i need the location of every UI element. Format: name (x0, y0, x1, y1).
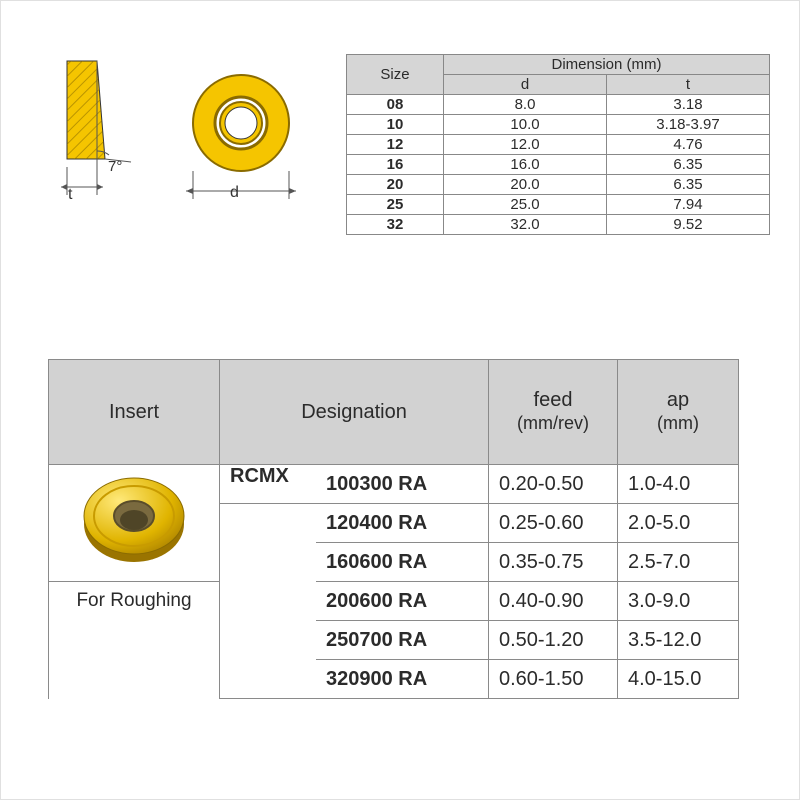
diagram-area: 7° t d (56, 51, 311, 221)
feed-cell: 0.60-1.50 (489, 660, 618, 699)
spec-table: Insert Designation feed (mm/rev) ap (mm) (48, 359, 739, 699)
ap-header: ap (mm) (618, 360, 739, 465)
side-profile-drawing (61, 59, 171, 209)
code-cell: 160600 RA (316, 543, 489, 582)
size-table-body: 088.03.18 1010.03.18-3.97 1212.04.76 161… (347, 95, 770, 235)
t-header: t (607, 75, 770, 95)
size-row: 2020.06.35 (347, 175, 770, 195)
feed-cell: 0.25-0.60 (489, 504, 618, 543)
size-row: 3232.09.52 (347, 215, 770, 235)
code-cell: 100300 RA (316, 465, 489, 504)
feed-unit: (mm/rev) (517, 413, 589, 433)
size-row: 088.03.18 (347, 95, 770, 115)
insert-icon (74, 470, 194, 570)
t-label: t (68, 186, 72, 204)
ap-cell: 2.5-7.0 (618, 543, 739, 582)
ap-cell: 3.0-9.0 (618, 582, 739, 621)
d-label: d (230, 184, 239, 202)
feed-cell: 0.40-0.90 (489, 582, 618, 621)
front-ring-drawing (186, 73, 311, 208)
feed-header: feed (mm/rev) (489, 360, 618, 465)
angle-label: 7° (108, 158, 122, 175)
insert-image-cell (49, 465, 220, 582)
size-row: 1616.06.35 (347, 155, 770, 175)
page-container: 7° t d Size Dimension (mm) (0, 0, 800, 800)
feed-header-text: feed (534, 389, 573, 411)
designation-header: Designation (220, 360, 489, 465)
spec-row: RCMX 100300 RA 0.20-0.50 1.0-4.0 (49, 465, 739, 504)
size-row: 1212.04.76 (347, 135, 770, 155)
code-cell: 120400 RA (316, 504, 489, 543)
ap-header-text: ap (667, 389, 689, 411)
spec-row: For Roughing 200600 RA 0.40-0.90 3.0-9.0 (49, 582, 739, 621)
ap-cell: 3.5-12.0 (618, 621, 739, 660)
code-cell: 320900 RA (316, 660, 489, 699)
code-cell: 250700 RA (316, 621, 489, 660)
dimension-header: Dimension (mm) (444, 55, 770, 75)
size-table: Size Dimension (mm) d t 088.03.18 1010.0… (346, 54, 770, 235)
feed-cell: 0.35-0.75 (489, 543, 618, 582)
size-row: 2525.07.94 (347, 195, 770, 215)
insert-label: For Roughing (49, 582, 220, 621)
ap-cell: 2.0-5.0 (618, 504, 739, 543)
feed-cell: 0.50-1.20 (489, 621, 618, 660)
d-header: d (444, 75, 607, 95)
insert-header: Insert (49, 360, 220, 465)
ap-unit: (mm) (657, 413, 699, 433)
spec-row: 250700 RA 0.50-1.20 3.5-12.0 (49, 621, 739, 660)
ap-cell: 4.0-15.0 (618, 660, 739, 699)
series-cell: RCMX (220, 465, 317, 504)
size-row: 1010.03.18-3.97 (347, 115, 770, 135)
code-cell: 200600 RA (316, 582, 489, 621)
feed-cell: 0.20-0.50 (489, 465, 618, 504)
ap-cell: 1.0-4.0 (618, 465, 739, 504)
size-header: Size (347, 55, 444, 95)
